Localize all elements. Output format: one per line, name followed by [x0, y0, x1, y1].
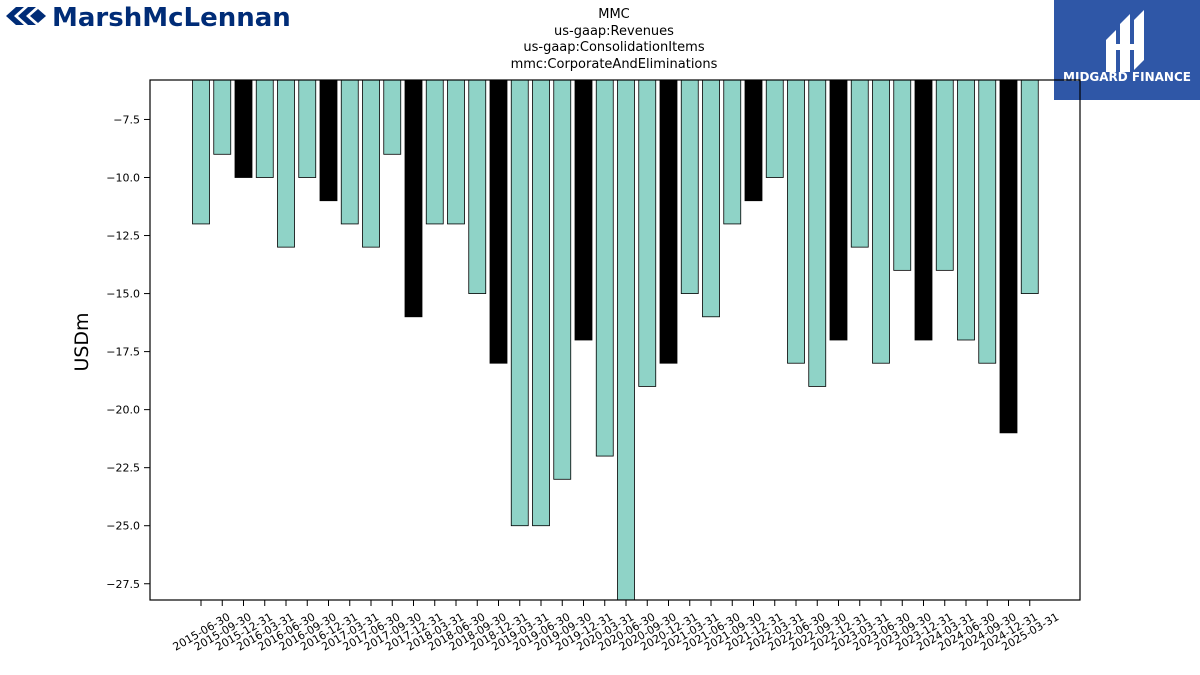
bar-2020-09-30	[638, 79, 657, 387]
title-line-1: MMC	[598, 7, 630, 22]
bar-2019-12-31	[574, 79, 593, 341]
y-tick-label: −20.0	[106, 404, 140, 417]
bar-2022-06-30	[787, 79, 805, 364]
y-tick-label: −12.5	[106, 230, 140, 243]
bar-2016-12-31	[319, 79, 338, 202]
y-tick-label: −17.5	[106, 346, 140, 359]
bar-2015-12-31	[234, 79, 253, 178]
chart-title: MMC us-gaap:Revenues us-gaap:Consolidati…	[414, 7, 814, 73]
marshmclennan-logo: MarshMcLennan	[4, 2, 294, 33]
midgard-logo-mark	[1106, 10, 1144, 72]
title-line-3: us-gaap:ConsolidationItems	[523, 40, 705, 55]
bar-2022-03-31	[765, 79, 784, 178]
bar-2017-03-31	[340, 79, 359, 225]
marshmclennan-wordmark: MarshMcLennan	[52, 3, 291, 32]
bar-2016-06-30	[277, 79, 295, 248]
midgard-finance-logo: MIDGARD FINANCE	[1054, 0, 1200, 100]
bars-group	[192, 79, 1039, 601]
bar-2024-09-30	[978, 79, 997, 364]
bar-2022-12-31	[829, 79, 848, 341]
bar-2022-09-30	[808, 79, 827, 387]
bar-2020-06-30	[617, 79, 635, 601]
marshmclennan-logo-mark	[6, 7, 46, 25]
bar-2021-06-30	[702, 79, 720, 318]
y-tick-label: −15.0	[106, 288, 140, 301]
bar-2019-03-31	[510, 79, 529, 527]
bar-2024-06-30	[957, 79, 975, 341]
bar-2021-03-31	[680, 79, 699, 294]
midgard-wordmark: MIDGARD FINANCE	[1063, 70, 1191, 84]
bar-2021-09-30	[723, 79, 742, 225]
bar-2015-06-30	[192, 79, 210, 225]
bar-2024-03-31	[935, 79, 954, 271]
y-tick-label: −27.5	[106, 578, 140, 591]
bar-2020-03-31	[595, 79, 614, 457]
bar-2017-09-30	[383, 79, 402, 155]
bar-2020-12-31	[659, 79, 678, 364]
bar-2019-09-30	[553, 79, 572, 480]
bar-2017-06-30	[362, 79, 380, 248]
bar-2019-06-30	[532, 79, 550, 527]
y-tick-label: −22.5	[106, 462, 140, 475]
bar-2016-09-30	[298, 79, 317, 178]
bar-2025-03-31	[1020, 79, 1039, 294]
plot-frame	[149, 79, 1081, 601]
y-tick-label: −7.5	[113, 113, 140, 126]
bar-2023-06-30	[872, 79, 890, 364]
bar-2024-12-31	[999, 79, 1018, 434]
bar-2016-03-31	[255, 79, 274, 178]
x-axis: 2015-06-302015-09-302015-12-312016-03-31…	[171, 600, 1061, 654]
y-axis-label: USDm	[71, 312, 93, 371]
title-line-2: us-gaap:Revenues	[554, 23, 674, 39]
y-tick-label: −10.0	[106, 172, 140, 185]
bar-2023-12-31	[914, 79, 933, 341]
bar-2018-12-31	[489, 79, 508, 364]
bar-2023-09-30	[893, 79, 912, 271]
bar-2015-09-30	[213, 79, 232, 155]
y-tick-label: −25.0	[106, 520, 140, 533]
bar-2018-03-31	[425, 79, 444, 225]
bar-2023-03-31	[850, 79, 869, 248]
y-axis: −7.5 −10.0 −12.5 −15.0 −17.5 −20.0 −22.5 −25.0 −…	[106, 113, 150, 591]
bar-2018-06-30	[447, 79, 465, 225]
bar-2017-12-31	[404, 79, 423, 318]
bar-2018-09-30	[468, 79, 487, 294]
bar-2021-12-31	[744, 79, 763, 202]
title-line-4: mmc:CorporateAndEliminations	[510, 56, 718, 72]
